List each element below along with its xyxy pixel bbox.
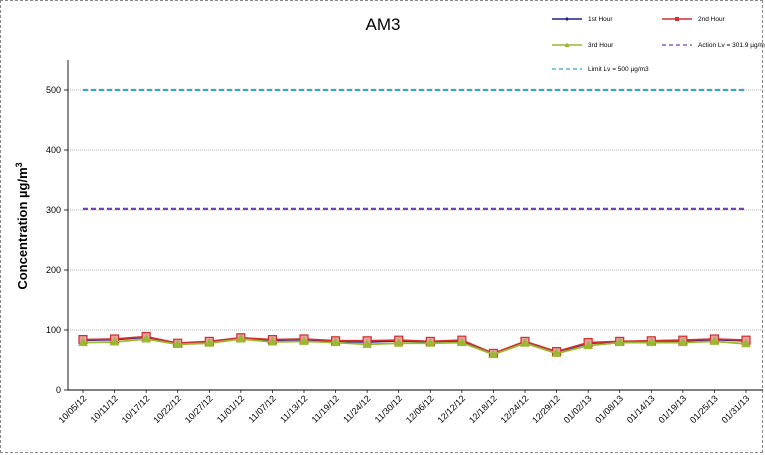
legend-entry: 2nd Hour xyxy=(662,16,726,23)
data-point xyxy=(741,338,751,348)
series-layer xyxy=(78,88,751,359)
x-tick-label: 12/06/12 xyxy=(404,393,436,425)
data-point xyxy=(330,337,341,347)
legend-entry: 3rd Hour xyxy=(552,42,614,49)
data-point xyxy=(299,336,309,345)
axes xyxy=(67,60,763,391)
x-tick-label: 01/25/13 xyxy=(688,393,720,425)
legend-marker xyxy=(564,42,570,47)
x-tick-label: 11/19/12 xyxy=(310,393,341,424)
legend-marker xyxy=(565,17,569,21)
legend-label: Action Lv = 301.9 µg/m3 xyxy=(698,42,765,49)
x-tick-label: 12/12/12 xyxy=(435,393,467,425)
x-tick-label: 01/02/13 xyxy=(562,393,594,425)
y-tick-label: 400 xyxy=(46,145,61,155)
data-point xyxy=(362,339,373,348)
x-tick-label: 12/24/12 xyxy=(499,393,531,425)
gridlines xyxy=(64,89,763,391)
data-point xyxy=(551,348,562,357)
data-point xyxy=(235,333,246,343)
legend-entry: Limit Lv = 500 µg/m3 xyxy=(552,66,649,73)
y-tick-labels: 0 100 200 300 400 500 xyxy=(46,85,61,395)
x-tick-label: 10/27/12 xyxy=(183,393,215,425)
x-tick-label: 11/13/12 xyxy=(278,393,309,424)
data-point xyxy=(520,338,530,347)
data-point xyxy=(172,339,183,348)
legend-label: 3rd Hour xyxy=(588,42,614,49)
y-tick-label: 0 xyxy=(56,385,61,395)
data-point xyxy=(488,349,499,359)
data-point xyxy=(141,333,152,343)
x-tick-label: 01/31/13 xyxy=(720,393,752,425)
series-3 xyxy=(78,333,751,359)
y-axis-label: Concentration µg/m3 xyxy=(14,162,30,289)
series-line xyxy=(82,335,747,355)
data-point xyxy=(109,336,120,346)
data-point xyxy=(614,337,625,347)
x-tick-label: 10/11/12 xyxy=(89,393,120,424)
x-tick-label: 10/17/12 xyxy=(120,393,152,425)
x-tick-label: 10/05/12 xyxy=(57,393,89,425)
y-axis-label-text: Concentration µg/m xyxy=(15,167,30,289)
data-point xyxy=(204,338,215,347)
data-point xyxy=(456,337,467,347)
x-tick-label: 11/24/12 xyxy=(341,393,372,424)
legend-label: 2nd Hour xyxy=(698,16,726,23)
x-tick-label: 10/22/12 xyxy=(151,393,183,425)
series-line xyxy=(82,338,747,356)
data-point xyxy=(425,338,436,347)
legend-entry: 1st Hour xyxy=(552,16,613,23)
legend-marker xyxy=(675,17,679,21)
data-point xyxy=(709,336,720,345)
x-tick-label: 01/19/13 xyxy=(656,393,688,425)
x-tick-label: 12/18/12 xyxy=(467,393,499,425)
series-line xyxy=(82,336,747,355)
legend-label: Limit Lv = 500 µg/m3 xyxy=(588,66,649,73)
data-point xyxy=(677,337,688,347)
data-point xyxy=(267,336,278,346)
x-tick-labels: 10/05/12 10/11/12 10/17/12 10/22/12 10/27/12… xyxy=(57,390,752,425)
x-tick-label: 11/07/12 xyxy=(246,393,277,424)
y-axis-label-superscript: 3 xyxy=(14,162,24,167)
y-tick-label: 200 xyxy=(46,265,61,275)
chart-title: AM3 xyxy=(366,15,401,34)
y-tick-label: 300 xyxy=(46,205,61,215)
x-tick-label: 11/30/12 xyxy=(373,393,404,424)
x-tick-label: 12/29/12 xyxy=(530,393,562,425)
x-tick-label: 01/08/13 xyxy=(593,393,625,425)
y-tick-label: 500 xyxy=(46,85,61,95)
x-tick-label: 01/14/13 xyxy=(625,393,657,425)
data-point xyxy=(78,337,88,347)
data-point xyxy=(583,340,594,350)
legend-entry: Action Lv = 301.9 µg/m3 xyxy=(662,42,765,49)
x-tick-label: 11/01/12 xyxy=(215,393,246,424)
data-point xyxy=(646,337,657,347)
legend: 1st Hour 2nd Hour 3rd Hour Action Lv = 301.… xyxy=(552,16,765,73)
legend-label: 1st Hour xyxy=(588,16,613,23)
data-point xyxy=(393,338,404,347)
y-tick-label: 100 xyxy=(46,325,61,335)
